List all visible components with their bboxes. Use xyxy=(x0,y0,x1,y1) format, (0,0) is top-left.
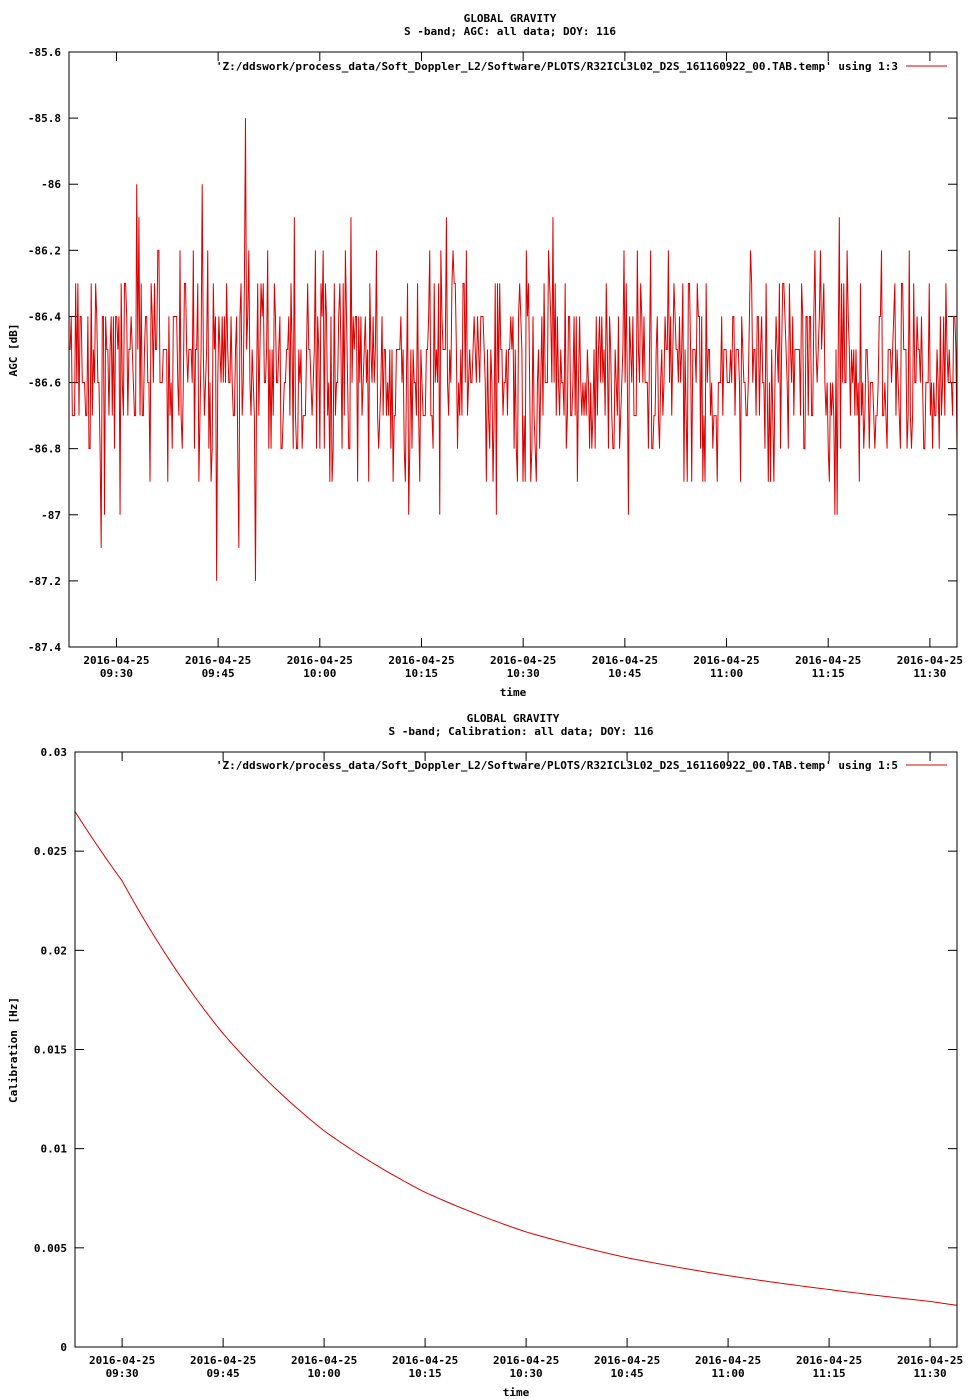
agc-x-tick-time: 10:15 xyxy=(405,667,438,680)
calibration-y-tick-label: 0 xyxy=(60,1341,67,1354)
calibration-x-tick-time: 11:15 xyxy=(813,1367,846,1380)
calibration-x-tick-date: 2016-04-25 xyxy=(291,1354,357,1367)
calibration-x-tick-time: 10:30 xyxy=(510,1367,543,1380)
agc-x-tick-date: 2016-04-25 xyxy=(592,654,658,667)
agc-y-tick-label: -87.2 xyxy=(28,575,61,588)
agc-x-tick-date: 2016-04-25 xyxy=(693,654,759,667)
calibration-x-tick-date: 2016-04-25 xyxy=(190,1354,256,1367)
agc-x-tick-date: 2016-04-25 xyxy=(490,654,556,667)
agc-legend-label: 'Z:/ddswork/process_data/Soft_Doppler_L2… xyxy=(216,60,898,73)
agc-x-tick-time: 11:30 xyxy=(913,667,946,680)
agc-x-tick-date: 2016-04-25 xyxy=(185,654,251,667)
agc-x-tick-time: 10:00 xyxy=(303,667,336,680)
calibration-x-tick-date: 2016-04-25 xyxy=(392,1354,458,1367)
calibration-x-tick-time: 10:45 xyxy=(611,1367,644,1380)
calibration-y-ticks: 0 0.005 0.01 0.015 0.02 0.025 0.03 xyxy=(34,746,957,1354)
agc-x-tick-time: 11:00 xyxy=(710,667,743,680)
agc-x-tick-time: 11:15 xyxy=(812,667,845,680)
agc-chart-subtitle: S -band; AGC: all data; DOY: 116 xyxy=(404,25,616,38)
calibration-y-tick-label: 0.015 xyxy=(34,1044,67,1057)
calibration-x-tick-date: 2016-04-25 xyxy=(594,1354,660,1367)
calibration-plot-frame xyxy=(74,751,958,1348)
calibration-x-tick-time: 09:30 xyxy=(106,1367,139,1380)
calibration-chart-title: GLOBAL GRAVITY xyxy=(467,712,560,725)
calibration-x-tick-date: 2016-04-25 xyxy=(89,1354,155,1367)
agc-y-tick-label: -86.6 xyxy=(28,377,61,390)
calibration-x-tick-time: 09:45 xyxy=(207,1367,240,1380)
calibration-chart-subtitle: S -band; Calibration: all data; DOY: 116 xyxy=(389,725,654,738)
agc-x-axis-label: time xyxy=(500,686,527,699)
agc-series-line xyxy=(69,118,958,581)
agc-y-tick-label: -87 xyxy=(41,509,61,522)
agc-y-tick-label: -86.2 xyxy=(28,244,61,257)
calibration-y-tick-label: 0.02 xyxy=(41,944,68,957)
calibration-y-tick-label: 0.01 xyxy=(41,1143,68,1156)
agc-x-tick-time: 09:30 xyxy=(100,667,133,680)
agc-chart-title: GLOBAL GRAVITY xyxy=(464,12,557,25)
agc-x-tick-time: 10:45 xyxy=(608,667,641,680)
agc-legend: 'Z:/ddswork/process_data/Soft_Doppler_L2… xyxy=(216,60,947,73)
agc-y-tick-label: -86.4 xyxy=(28,310,61,323)
calibration-x-tick-date: 2016-04-25 xyxy=(897,1354,963,1367)
agc-y-ticks: -87.4 -87.2 -87 -86.8 -86.6 -86.4 -86.2 -86 -85.… xyxy=(28,46,957,654)
calibration-y-tick-label: 0.005 xyxy=(34,1242,67,1255)
agc-plot-frame xyxy=(68,51,958,648)
agc-x-tick-time: 10:30 xyxy=(507,667,540,680)
agc-x-tick-date: 2016-04-25 xyxy=(388,654,454,667)
calibration-x-ticks: 2016-04-2509:302016-04-2509:452016-04-25… xyxy=(89,752,963,1380)
calibration-x-tick-time: 11:00 xyxy=(712,1367,745,1380)
calibration-x-tick-date: 2016-04-25 xyxy=(796,1354,862,1367)
agc-y-tick-label: -85.6 xyxy=(28,46,61,59)
calibration-x-tick-date: 2016-04-25 xyxy=(695,1354,761,1367)
agc-y-tick-label: -86.8 xyxy=(28,443,61,456)
calibration-x-tick-date: 2016-04-25 xyxy=(493,1354,559,1367)
calibration-legend-label: 'Z:/ddswork/process_data/Soft_Doppler_L2… xyxy=(216,759,898,772)
agc-y-axis-label: AGC [dB] xyxy=(7,324,20,377)
agc-x-tick-date: 2016-04-25 xyxy=(83,654,149,667)
calibration-x-tick-time: 10:15 xyxy=(409,1367,442,1380)
calibration-x-tick-time: 11:30 xyxy=(914,1367,947,1380)
calibration-series-line xyxy=(74,811,958,1306)
calibration-y-tick-label: 0.03 xyxy=(41,746,68,759)
agc-x-tick-date: 2016-04-25 xyxy=(897,654,963,667)
calibration-y-axis-label: Calibration [Hz] xyxy=(7,997,20,1103)
agc-x-tick-date: 2016-04-25 xyxy=(795,654,861,667)
calibration-chart: GLOBAL GRAVITY S -band; Calibration: all… xyxy=(7,712,963,1399)
agc-y-tick-label: -85.8 xyxy=(28,112,61,125)
agc-y-tick-label: -87.4 xyxy=(28,641,61,654)
agc-chart: GLOBAL GRAVITY S -band; AGC: all data; D… xyxy=(7,12,963,699)
calibration-y-tick-label: 0.025 xyxy=(34,845,67,858)
calibration-legend: 'Z:/ddswork/process_data/Soft_Doppler_L2… xyxy=(216,759,947,772)
calibration-x-tick-time: 10:00 xyxy=(308,1367,341,1380)
agc-x-tick-date: 2016-04-25 xyxy=(287,654,353,667)
agc-x-tick-time: 09:45 xyxy=(202,667,235,680)
agc-x-ticks: 2016-04-2509:302016-04-2509:452016-04-25… xyxy=(83,52,963,680)
calibration-x-axis-label: time xyxy=(503,1386,530,1399)
agc-y-tick-label: -86 xyxy=(41,178,61,191)
